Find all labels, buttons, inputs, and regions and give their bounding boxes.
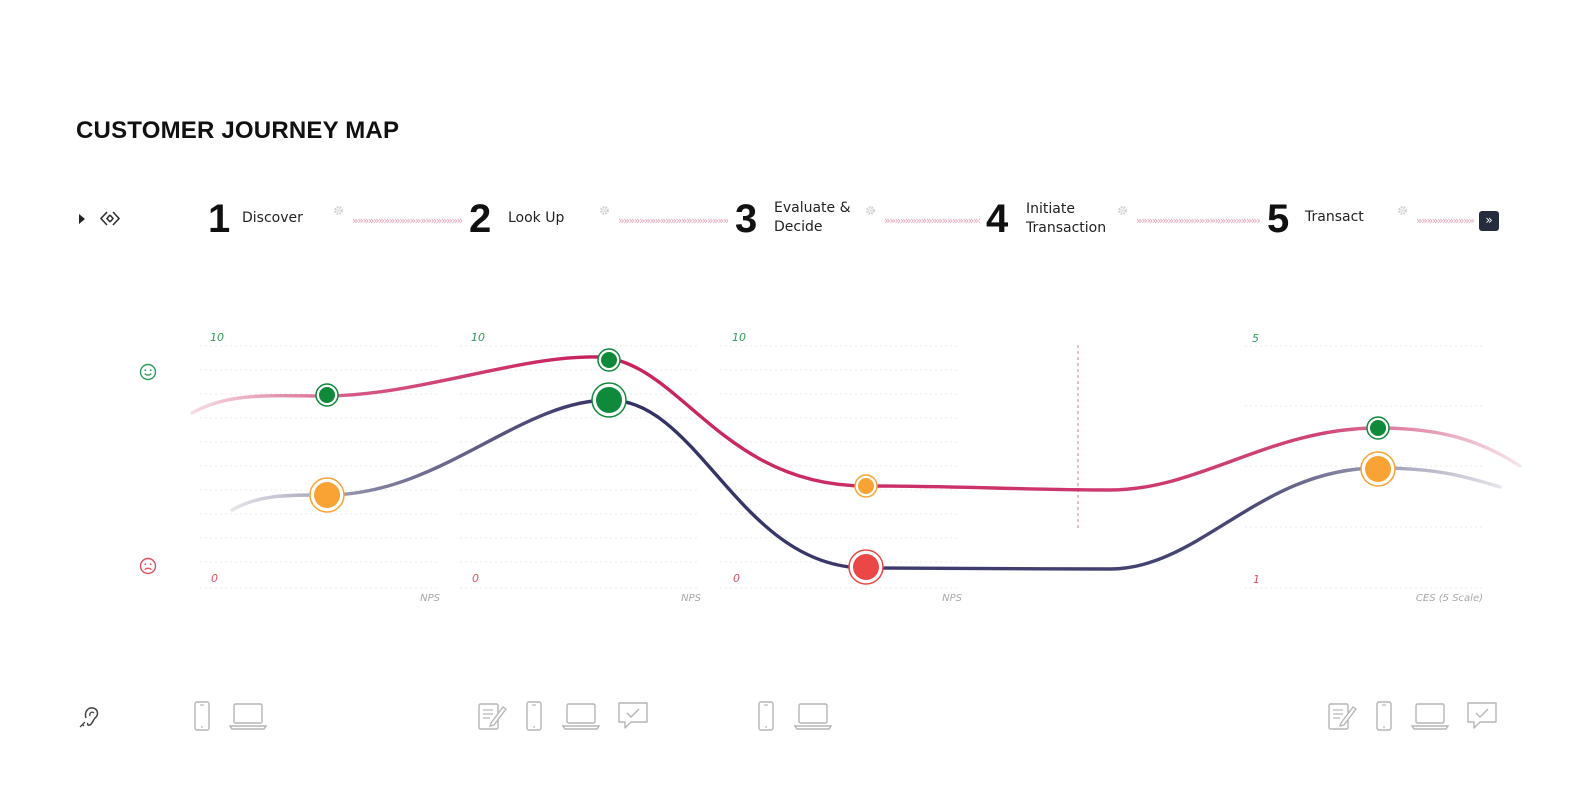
panel-3-max: 10 (732, 331, 746, 344)
gear-icon[interactable] (332, 204, 345, 217)
grid-panel-2 (460, 345, 700, 589)
form-icon (1328, 703, 1357, 730)
stage-4-label[interactable]: Initiate Transaction (1026, 201, 1107, 236)
grid-panel-3 (720, 345, 960, 589)
phone-icon (1376, 701, 1392, 731)
point-experience-stage5 (1360, 451, 1396, 487)
stage-5-label[interactable]: Transact (1305, 209, 1364, 225)
point-expectation-stage3 (854, 474, 878, 498)
panel-1-max: 10 (210, 331, 224, 344)
next-stage-button[interactable]: » (1479, 211, 1499, 231)
laptop-icon (229, 703, 267, 730)
stage-2-connector: »»»»»»»»»»»»»»»»»»»»»»»» (618, 214, 728, 227)
panel-4-min: 1 (1253, 573, 1260, 586)
stage-4-number: 4 (986, 197, 1009, 241)
stage-5-connector: »»»»»»»»»»»»»»»»»»»»»»»» (1416, 214, 1474, 227)
laptop-icon (794, 703, 832, 730)
phone-icon (526, 701, 542, 731)
point-expectation-stage2 (597, 348, 621, 372)
laptop-icon (1411, 703, 1449, 730)
phone-icon (194, 701, 210, 731)
point-experience-stage3 (848, 549, 884, 585)
panel-1-min: 0 (211, 572, 218, 585)
stage-1-label[interactable]: Discover (242, 210, 303, 226)
grid-panel-1 (200, 345, 440, 589)
panel-4-max: 5 (1252, 332, 1259, 345)
grid-panel-4 (1245, 345, 1483, 589)
chat-icon (1467, 702, 1497, 729)
play-triangle-icon[interactable] (78, 213, 86, 225)
gear-icon[interactable] (864, 204, 877, 217)
stage-4-connector: »»»»»»»»»»»»»»»»»»»»»»»» (1136, 214, 1260, 227)
stage-3-connector: »»»»»»»»»»»»»»»»»»»»»»»» (884, 214, 980, 227)
stage-3-number: 3 (735, 197, 758, 241)
stage-5-number: 5 (1267, 197, 1290, 241)
stage-2-label[interactable]: Look Up (508, 210, 565, 226)
panel-3-min: 0 (733, 572, 740, 585)
chat-icon (618, 702, 648, 729)
smiley-face-icon (139, 363, 157, 381)
page-title: CUSTOMER JOURNEY MAP (76, 117, 400, 144)
point-expectation-stage5 (1366, 416, 1390, 440)
gear-icon[interactable] (1396, 204, 1409, 217)
point-experience-stage2 (591, 382, 627, 418)
laptop-icon (562, 703, 600, 730)
panel-1-metric: NPS (420, 593, 440, 604)
ear-listening-icon (79, 707, 99, 728)
link-icon[interactable] (99, 210, 121, 227)
stage-1-connector: »»»»»»»»»»»»»»»»»»»»»»»» (352, 214, 462, 227)
stage-2-number: 2 (469, 197, 492, 241)
panel-2-max: 10 (471, 331, 485, 344)
expectation-curve (190, 355, 1522, 492)
panel-2-metric: NPS (681, 593, 701, 604)
gear-icon[interactable] (1116, 204, 1129, 217)
phone-icon (758, 701, 774, 731)
stage-3-label[interactable]: Evaluate & Decide (774, 200, 851, 235)
form-icon (478, 703, 507, 730)
sad-face-icon (139, 557, 157, 575)
panel-2-min: 0 (472, 572, 479, 585)
experience-curve (230, 398, 1502, 571)
point-experience-stage1 (309, 477, 345, 513)
point-expectation-stage1 (315, 383, 339, 407)
gear-icon[interactable] (598, 204, 611, 217)
stage-1-number: 1 (208, 197, 231, 241)
panel-3-metric: NPS (942, 593, 962, 604)
panel-4-metric: CES (5 Scale) (1415, 593, 1483, 604)
